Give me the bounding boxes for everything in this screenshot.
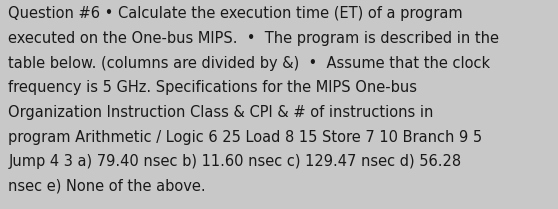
- Text: executed on the One-bus MIPS.  •  The program is described in the: executed on the One-bus MIPS. • The prog…: [8, 31, 499, 46]
- Text: program Arithmetic / Logic 6 25 Load 8 15 Store 7 10 Branch 9 5: program Arithmetic / Logic 6 25 Load 8 1…: [8, 130, 483, 145]
- Text: Organization Instruction Class & CPI & # of instructions in: Organization Instruction Class & CPI & #…: [8, 105, 434, 120]
- Text: Question #6 • Calculate the execution time (ET) of a program: Question #6 • Calculate the execution ti…: [8, 6, 463, 21]
- Text: nsec e) None of the above.: nsec e) None of the above.: [8, 179, 206, 194]
- Text: frequency is 5 GHz. Specifications for the MIPS One-bus: frequency is 5 GHz. Specifications for t…: [8, 80, 417, 95]
- Text: table below. (columns are divided by &)  •  Assume that the clock: table below. (columns are divided by &) …: [8, 56, 490, 71]
- Text: Jump 4 3 a) 79.40 nsec b) 11.60 nsec c) 129.47 nsec d) 56.28: Jump 4 3 a) 79.40 nsec b) 11.60 nsec c) …: [8, 154, 461, 169]
